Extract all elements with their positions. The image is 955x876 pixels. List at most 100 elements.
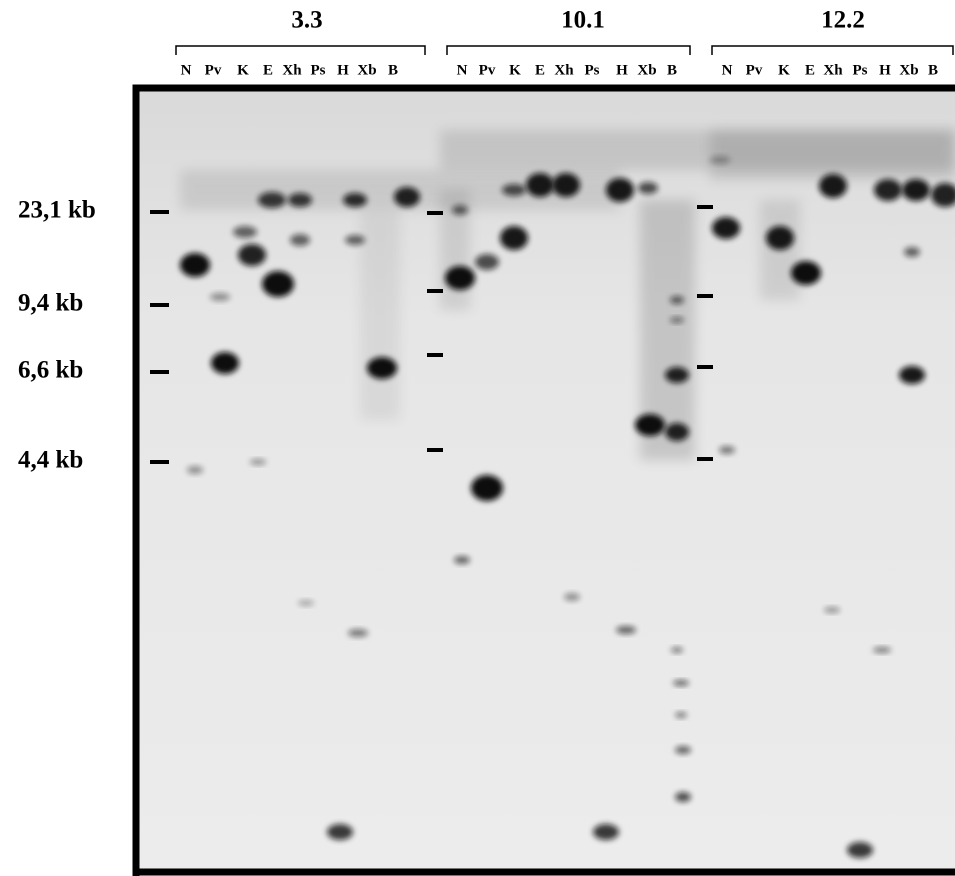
marker-dash	[427, 211, 443, 215]
band	[670, 296, 684, 304]
band	[606, 178, 634, 202]
lane-label: Xh	[823, 62, 843, 78]
band	[899, 366, 925, 384]
band	[791, 261, 821, 285]
band	[500, 226, 528, 250]
gel-frame	[132, 84, 955, 876]
marker-dash	[150, 210, 169, 214]
band	[719, 446, 735, 454]
band	[873, 647, 891, 653]
marker-label: 6,6 kb	[18, 357, 83, 384]
band	[262, 271, 294, 297]
marker-dash	[150, 370, 169, 374]
bands	[180, 130, 955, 858]
band	[471, 475, 503, 501]
band	[502, 184, 526, 196]
lane-label: Ps	[585, 62, 600, 78]
band	[874, 179, 902, 201]
band	[452, 205, 468, 215]
band	[766, 226, 794, 250]
band	[445, 266, 475, 290]
lane-label: Xh	[282, 62, 302, 78]
marker-dash	[697, 457, 713, 461]
lane-label: H	[616, 62, 628, 78]
smear	[360, 210, 400, 420]
band	[327, 824, 353, 840]
lane-label: Xb	[357, 62, 376, 78]
marker-dash	[697, 294, 713, 298]
band	[593, 824, 619, 840]
lane-label: K	[509, 62, 521, 78]
band	[180, 253, 210, 277]
band	[675, 746, 691, 754]
lane-label: E	[535, 62, 545, 78]
marker-label: 4,4 kb	[18, 447, 83, 474]
band	[258, 192, 286, 208]
band	[616, 626, 636, 634]
band	[250, 459, 266, 465]
band	[670, 317, 684, 323]
lane-label: Xb	[899, 62, 918, 78]
band	[673, 680, 689, 686]
band	[211, 352, 239, 374]
band	[552, 173, 580, 197]
marker-dash	[150, 303, 169, 307]
band	[288, 193, 312, 207]
lane-label: E	[263, 62, 273, 78]
lane-label: N	[722, 62, 733, 78]
lane-label: Pv	[205, 62, 222, 78]
marker-label: 9,4 kb	[18, 290, 83, 317]
band	[210, 293, 230, 301]
group-title: 3.3	[291, 7, 322, 34]
marker-label: 23,1 kb	[18, 197, 96, 224]
band	[671, 647, 683, 653]
band	[931, 183, 955, 207]
lane-label: Pv	[746, 62, 763, 78]
band	[819, 174, 847, 198]
band	[348, 629, 368, 637]
band	[665, 423, 689, 441]
band	[675, 792, 691, 802]
group-title: 12.2	[821, 7, 865, 34]
lane-label: E	[805, 62, 815, 78]
band	[710, 156, 730, 164]
band	[712, 217, 740, 239]
lane-label: H	[879, 62, 891, 78]
lane-label: H	[337, 62, 349, 78]
band	[824, 607, 840, 613]
band	[343, 193, 367, 207]
lane-label: Xb	[637, 62, 656, 78]
band	[394, 187, 420, 207]
band	[290, 234, 310, 246]
lane-label: N	[181, 62, 192, 78]
band	[665, 367, 689, 383]
lane-label: B	[928, 62, 938, 78]
band	[904, 247, 920, 257]
band	[233, 226, 257, 238]
marker-dash	[697, 365, 713, 369]
lane-label: K	[778, 62, 790, 78]
marker-dash	[427, 289, 443, 293]
band	[298, 600, 314, 606]
band	[345, 235, 365, 245]
band	[526, 173, 554, 197]
lane-label: B	[388, 62, 398, 78]
smear	[710, 130, 955, 180]
band	[635, 414, 665, 436]
lane-label: B	[667, 62, 677, 78]
band	[902, 179, 930, 201]
band	[638, 182, 658, 194]
marker-dash	[427, 353, 443, 357]
lane-label: Ps	[853, 62, 868, 78]
lane-label: Ps	[311, 62, 326, 78]
band	[367, 357, 397, 379]
band	[238, 244, 266, 266]
lane-label: N	[457, 62, 468, 78]
lane-label: Xh	[554, 62, 574, 78]
group-title: 10.1	[561, 7, 605, 34]
band	[454, 556, 470, 564]
marker-dash	[150, 460, 169, 464]
gel-background	[133, 85, 955, 876]
